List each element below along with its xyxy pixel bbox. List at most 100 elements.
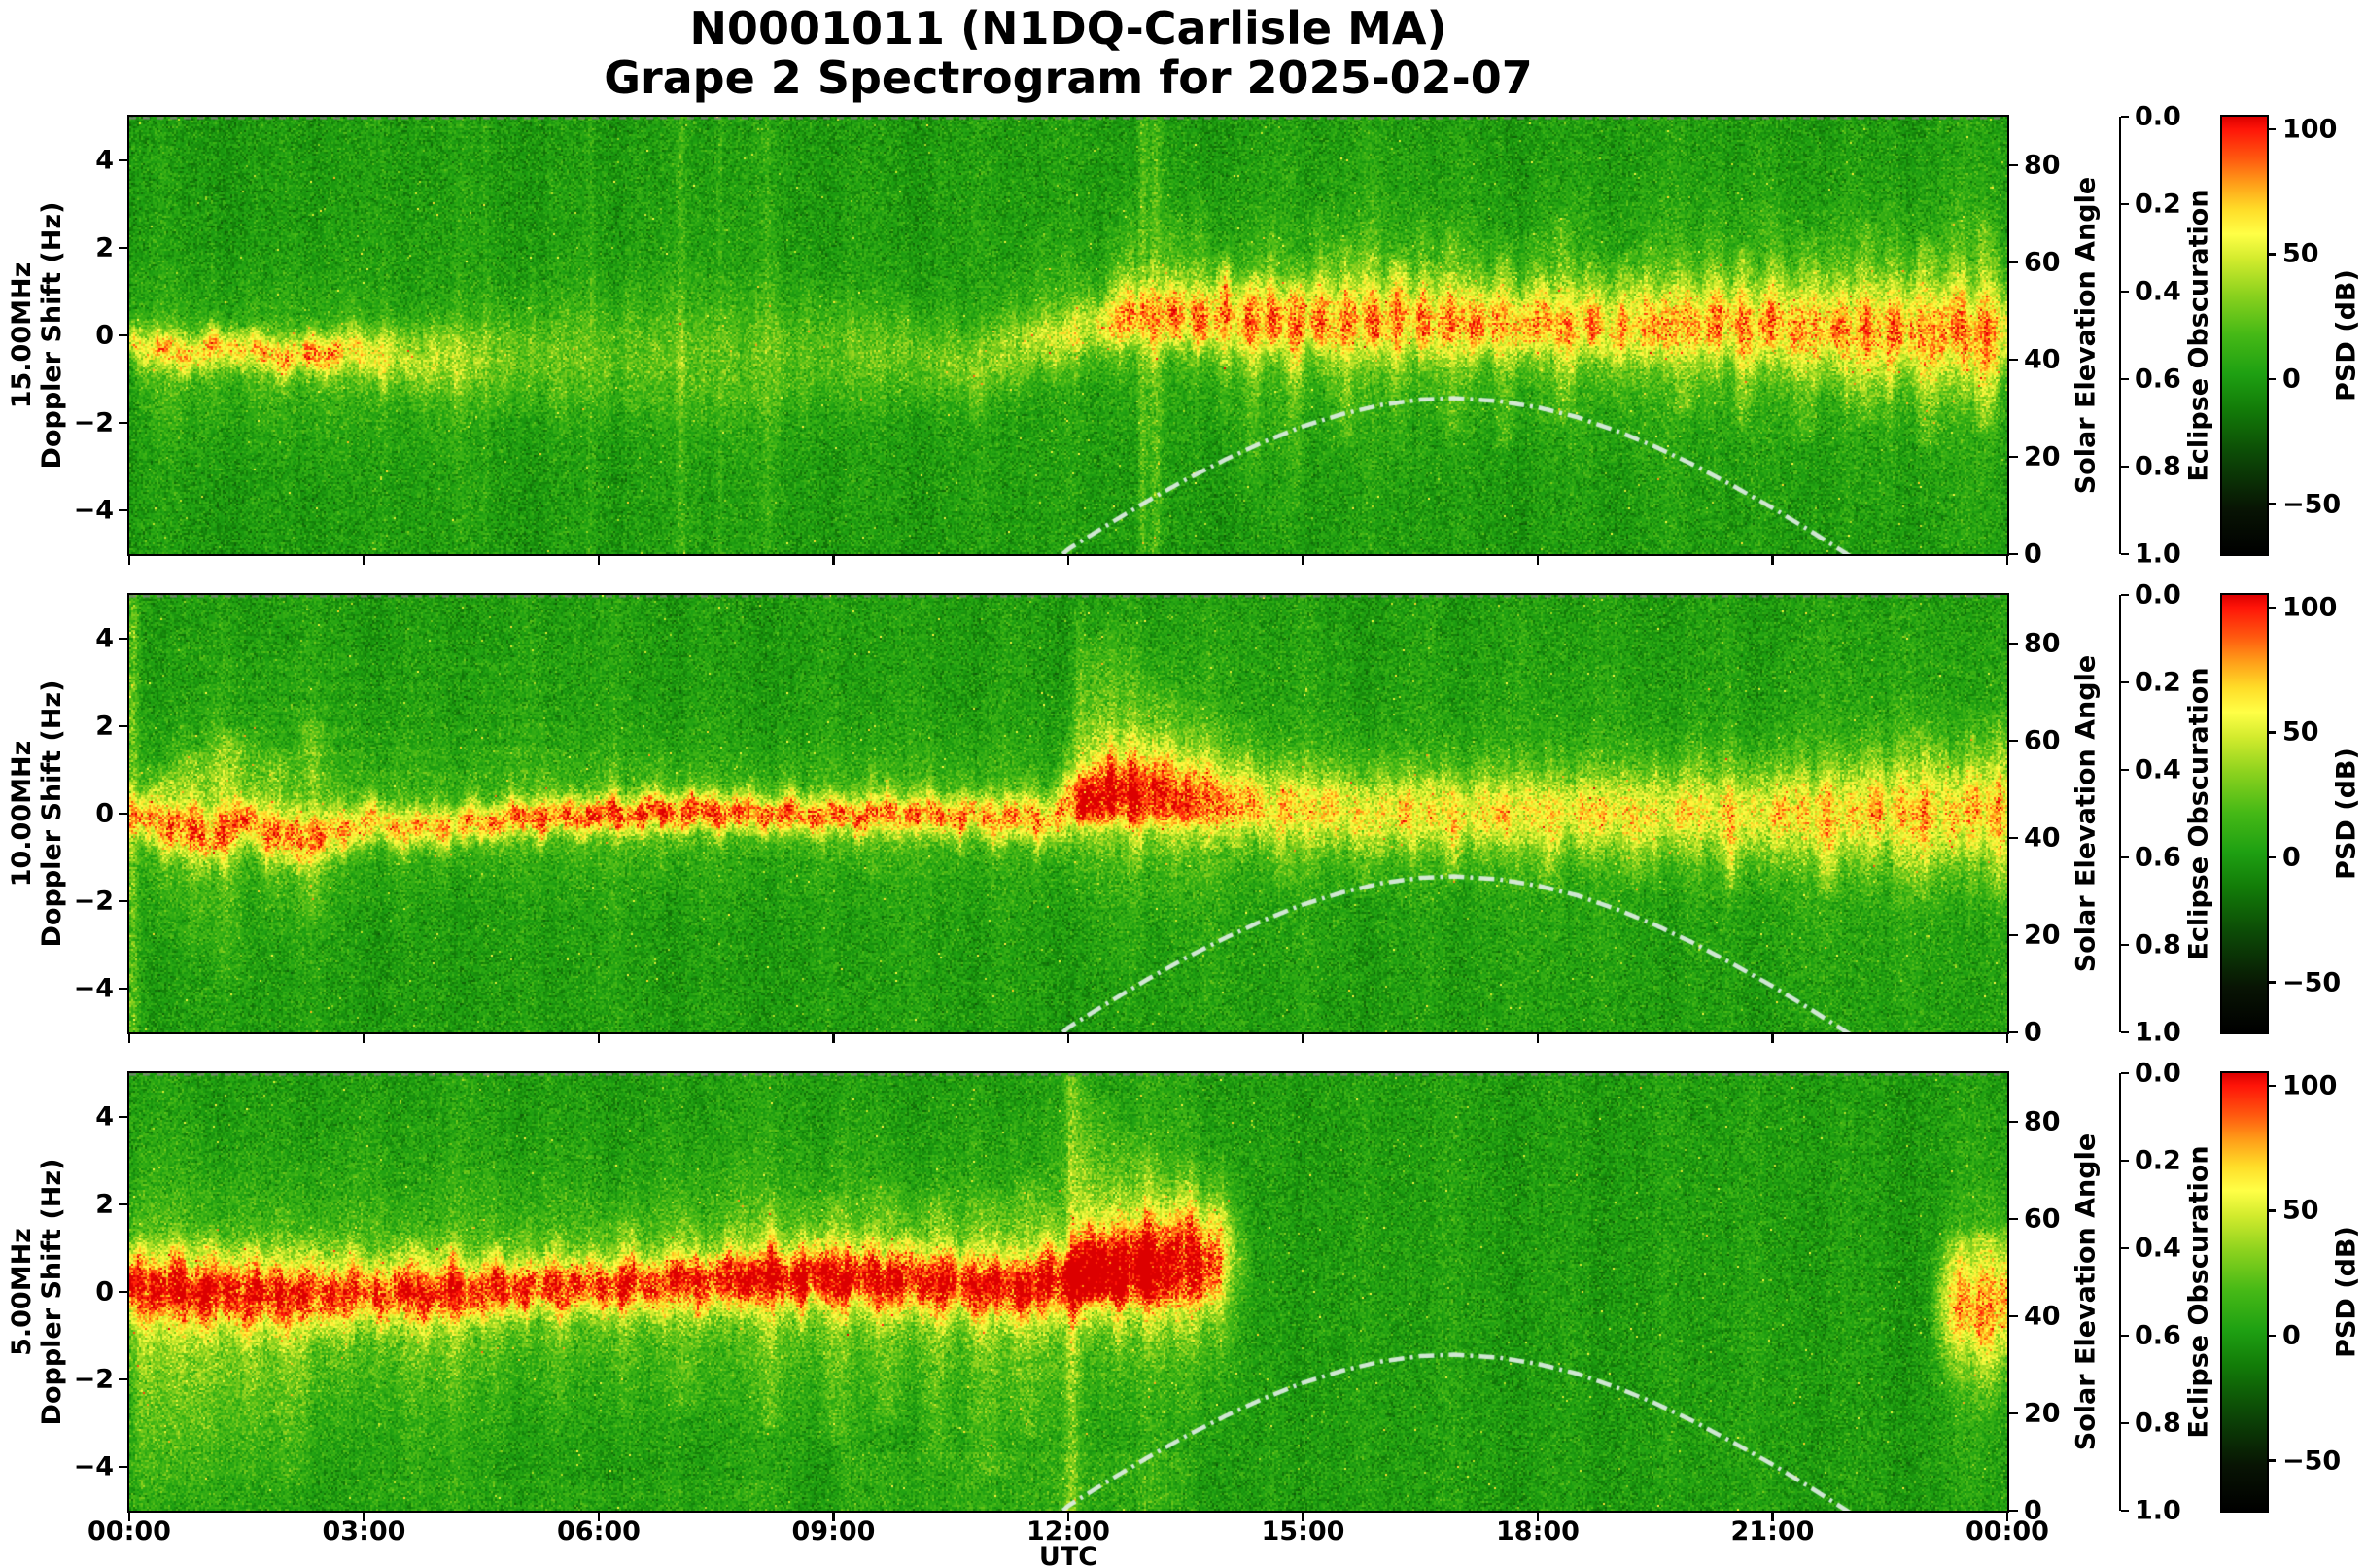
eclipse-tick-label: 0.0 (2135, 1058, 2181, 1089)
solar-tick-label: 60 (2024, 1203, 2061, 1235)
solar-tick-label: 20 (2024, 1398, 2061, 1429)
eclipse-tick (2121, 1071, 2129, 1075)
eclipse-tick-label: 0.6 (2135, 1320, 2181, 1351)
solar-elevation-axis-label: Solar Elevation Angle (2070, 654, 2102, 973)
colorbar-tick-label: 0 (2282, 842, 2301, 873)
x-tick-label: 12:00 (1026, 1516, 1110, 1547)
doppler-tick (119, 1290, 127, 1294)
doppler-tick (119, 637, 127, 641)
x-tick (363, 1034, 365, 1043)
x-tick (1066, 1034, 1070, 1043)
doppler-tick (119, 899, 127, 903)
eclipse-tick-label: 0.6 (2135, 842, 2181, 873)
solar-tick (2009, 642, 2018, 645)
eclipse-tick-label: 1.0 (2135, 1017, 2181, 1048)
doppler-tick (119, 158, 127, 162)
doppler-tick (119, 508, 127, 512)
eclipse-tick (2121, 465, 2129, 469)
solar-tick-label: 0 (2024, 539, 2042, 570)
x-tick (597, 556, 601, 565)
colorbar-tick-label: 50 (2282, 238, 2319, 269)
doppler-tick-label: 2 (95, 711, 114, 742)
colorbar-tick (2267, 503, 2276, 505)
eclipse-tick (2121, 377, 2129, 381)
psd-colorbar (2220, 593, 2269, 1034)
solar-tick (2009, 1217, 2018, 1221)
frequency-label: 10.00MHz (7, 740, 37, 888)
doppler-tick (119, 1115, 127, 1119)
x-tick (1536, 556, 1540, 565)
x-tick (127, 1034, 131, 1043)
solar-tick-label: 20 (2024, 441, 2061, 472)
eclipse-tick-label: 0.2 (2135, 189, 2181, 220)
colorbar-tick (2267, 1459, 2276, 1462)
x-tick (1302, 556, 1304, 565)
solar-tick (2009, 163, 2018, 167)
x-tick (832, 1513, 835, 1521)
solar-tick (2009, 1411, 2018, 1415)
colorbar-tick (2267, 1209, 2276, 1212)
doppler-tick (119, 812, 127, 816)
colorbar-tick-label: −50 (2282, 1446, 2342, 1477)
x-tick (1302, 1034, 1304, 1043)
doppler-tick (119, 333, 127, 337)
colorbar-tick-label: 50 (2282, 716, 2319, 748)
doppler-axis-label-10.00MHz: 10.00MHz Doppler Shift (Hz) (7, 680, 67, 948)
x-tick-label: 06:00 (557, 1516, 641, 1547)
solar-tick-label: 80 (2024, 1106, 2061, 1137)
eclipse-tick (2121, 1334, 2129, 1338)
colorbar-tick-label: 100 (2282, 114, 2338, 145)
eclipse-axis-spine (2119, 595, 2121, 1032)
x-tick (1771, 1034, 1774, 1043)
solar-tick (2009, 1030, 2018, 1034)
solar-tick-label: 60 (2024, 725, 2061, 756)
x-axis-label: UTC (1038, 1542, 1098, 1568)
solar-tick-label: 40 (2024, 822, 2061, 854)
colorbar-tick (2267, 253, 2276, 256)
solar-tick-label: 0 (2024, 1017, 2042, 1048)
colorbar-tick (2267, 606, 2276, 610)
psd-axis-label: PSD (dB) (2331, 269, 2362, 401)
x-tick (127, 556, 131, 565)
colorbar-tick-label: 50 (2282, 1195, 2319, 1226)
x-tick (832, 1034, 835, 1043)
x-tick (2005, 1513, 2009, 1521)
eclipse-tick (2121, 593, 2129, 597)
doppler-tick (119, 1377, 127, 1381)
psd-axis-label: PSD (dB) (2331, 748, 2362, 880)
colorbar-tick (2267, 127, 2276, 131)
solar-tick-label: 40 (2024, 1301, 2061, 1332)
x-tick (2005, 556, 2009, 565)
psd-axis-label: PSD (dB) (2331, 1226, 2362, 1358)
doppler-tick-label: 0 (95, 798, 114, 829)
frequency-label: 5.00MHz (7, 1228, 37, 1356)
doppler-tick-label: 0 (95, 1276, 114, 1307)
colorbar-tick (2267, 731, 2276, 734)
solar-tick-label: 40 (2024, 344, 2061, 375)
eclipse-tick (2121, 552, 2129, 556)
figure-title-line1: N0001011 (N1DQ-Carlisle MA) (689, 2, 1447, 54)
eclipse-obscuration-axis-label: Eclipse Obscuration (2183, 189, 2214, 482)
eclipse-tick-label: 0.2 (2135, 667, 2181, 698)
doppler-shift-label: Doppler Shift (Hz) (37, 679, 67, 948)
x-tick (1771, 1513, 1774, 1521)
colorbar-tick-label: −50 (2282, 489, 2342, 520)
frequency-label: 15.00MHz (7, 261, 37, 409)
x-tick (1536, 1034, 1540, 1043)
doppler-tick (119, 246, 127, 250)
doppler-tick-label: 2 (95, 1189, 114, 1220)
x-tick (1771, 556, 1774, 565)
solar-elevation-axis-label: Solar Elevation Angle (2070, 176, 2102, 495)
eclipse-tick-label: 0.4 (2135, 754, 2181, 785)
colorbar-tick (2267, 1084, 2276, 1088)
eclipse-tick (2121, 1421, 2129, 1425)
solar-tick (2009, 455, 2018, 459)
x-tick (597, 1513, 601, 1521)
colorbar-tick-label: 0 (2282, 364, 2301, 395)
spectrogram-panel-5.00MHz (127, 1071, 2009, 1513)
doppler-tick-label: 2 (95, 232, 114, 263)
solar-tick (2009, 1509, 2018, 1513)
colorbar-tick-label: 100 (2282, 592, 2338, 623)
eclipse-tick (2121, 202, 2129, 206)
